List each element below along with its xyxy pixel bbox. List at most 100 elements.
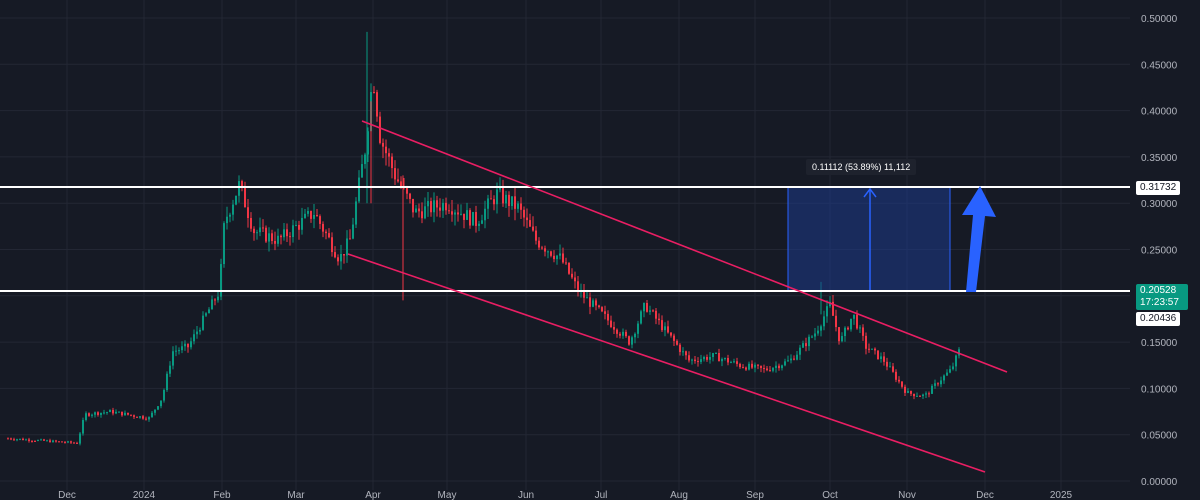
candle-body xyxy=(199,329,201,332)
candle-body xyxy=(400,181,402,187)
candle-body xyxy=(868,348,870,350)
candle-body xyxy=(715,353,717,355)
candle-body xyxy=(28,439,30,441)
candle-body xyxy=(406,187,408,194)
candle-body xyxy=(910,391,912,394)
measurement-arrow-head xyxy=(863,187,877,198)
candle-body xyxy=(325,231,327,234)
candle-body xyxy=(607,313,609,321)
candle-body xyxy=(808,336,810,347)
candle-body xyxy=(496,189,498,205)
price-tag-support: 0.20436 xyxy=(1136,312,1181,326)
candle-body xyxy=(187,343,189,348)
candle-body xyxy=(142,416,144,419)
candle-body xyxy=(292,225,294,237)
y-tick-label: 0.40000 xyxy=(1141,107,1178,118)
candle-body xyxy=(589,297,591,307)
candle-body xyxy=(100,412,102,415)
x-tick-label: Jul xyxy=(595,490,608,500)
candle-body xyxy=(310,211,312,219)
candle-body xyxy=(937,383,939,385)
candle-body xyxy=(280,235,282,238)
candle-body xyxy=(391,156,393,169)
candle-body xyxy=(481,220,483,224)
candle-body xyxy=(421,211,423,219)
candle-body xyxy=(637,323,639,334)
candle-body xyxy=(457,212,459,215)
candle-body xyxy=(616,329,618,334)
candle-body xyxy=(244,186,246,208)
breakout-arrow xyxy=(962,186,996,292)
candle-body xyxy=(217,296,219,301)
candle-body xyxy=(772,367,774,371)
x-tick-label: Aug xyxy=(670,490,688,500)
candle-body xyxy=(505,194,507,204)
candle-body xyxy=(436,200,438,208)
candle-body xyxy=(946,372,948,376)
candle-body xyxy=(823,316,825,327)
candle-body xyxy=(943,375,945,381)
candle-body xyxy=(529,220,531,227)
candle-body xyxy=(655,310,657,319)
candle-body xyxy=(349,238,351,240)
x-tick-label: May xyxy=(438,490,457,500)
candle-body xyxy=(646,303,648,312)
candle-body xyxy=(445,202,447,211)
candle-body xyxy=(877,350,879,360)
candle-body xyxy=(691,359,693,361)
candle-body xyxy=(814,333,816,337)
candle-body xyxy=(913,393,915,397)
candle-body xyxy=(931,385,933,394)
candle-body xyxy=(577,281,579,292)
candle-body xyxy=(565,262,567,264)
candle-body xyxy=(322,223,324,232)
candle-body xyxy=(745,367,747,370)
candle-body xyxy=(952,366,954,370)
candle-body xyxy=(583,290,585,298)
candle-body xyxy=(259,227,261,233)
candle-body xyxy=(550,251,552,256)
candle-body xyxy=(343,253,345,256)
candle-body xyxy=(7,438,9,440)
candle-body xyxy=(643,303,645,312)
candle-body xyxy=(451,211,453,215)
measurement-box xyxy=(787,186,951,292)
candle-body xyxy=(880,356,882,360)
candle-body xyxy=(148,417,150,420)
measurement-label: 0.11112 (53.89%) 11,112 xyxy=(806,159,917,175)
candle-body xyxy=(94,412,96,415)
candle-body xyxy=(145,418,147,420)
candle-body xyxy=(610,320,612,328)
candle-body xyxy=(487,198,489,209)
price-tag-resistance: 0.31732 xyxy=(1136,181,1181,195)
candle-body xyxy=(157,406,159,410)
candle-body xyxy=(895,371,897,380)
candle-body xyxy=(949,369,951,373)
candle-body xyxy=(634,333,636,338)
candle-body xyxy=(34,440,36,442)
candle-body xyxy=(166,373,168,390)
candle-body xyxy=(703,356,705,360)
candle-body xyxy=(586,297,588,299)
candle-body xyxy=(514,196,516,209)
candle-body xyxy=(184,343,186,347)
candle-body xyxy=(871,348,873,350)
candle-body xyxy=(817,330,819,334)
candle-body xyxy=(133,415,135,417)
candle-body xyxy=(307,211,309,214)
candle-body xyxy=(568,262,570,274)
candle-body xyxy=(412,198,414,213)
candle-body xyxy=(781,365,783,369)
countdown-timer: 17:23:57 xyxy=(1140,297,1179,308)
candle-body xyxy=(538,240,540,248)
candle-body xyxy=(85,413,87,420)
candle-body xyxy=(223,223,225,265)
candle-body xyxy=(640,311,642,324)
candle-body xyxy=(802,343,804,348)
candle-body xyxy=(274,240,276,244)
candle-body xyxy=(271,233,273,241)
candle-body xyxy=(742,367,744,369)
candle-body xyxy=(898,379,900,382)
candle-body xyxy=(694,359,696,362)
